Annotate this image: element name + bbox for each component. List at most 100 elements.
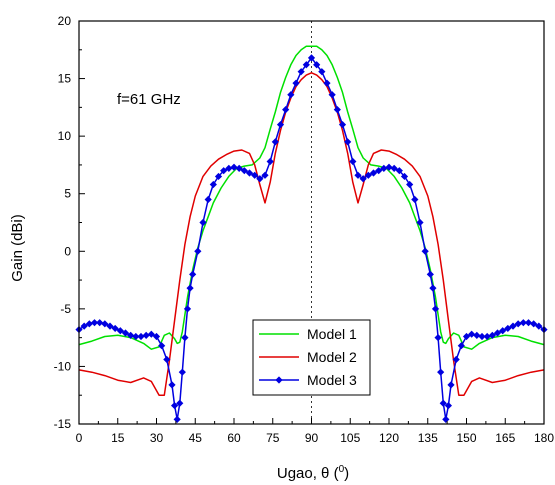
x-tick-label: 90 <box>305 431 319 445</box>
series-3-point <box>90 319 99 327</box>
series-3-point <box>478 332 486 341</box>
y-tick-label: 15 <box>58 72 72 86</box>
x-tick-label: 0 <box>76 431 83 445</box>
y-axis-label: Gain (dBi) <box>9 214 26 282</box>
series-3-point <box>338 121 347 129</box>
x-axis-label-end: ) <box>344 465 349 482</box>
y-tick-label: 0 <box>64 244 71 258</box>
x-tick-label: 105 <box>340 431 360 445</box>
series-3-point <box>116 327 124 335</box>
x-tick-label: 15 <box>111 431 125 445</box>
series-3-point <box>183 305 192 313</box>
series-3-point <box>158 342 166 350</box>
plot-content <box>75 21 548 424</box>
series-3-point <box>307 54 316 62</box>
series-3-point <box>452 355 460 364</box>
legend-label-1: Model 1 <box>307 326 357 342</box>
series-3-point <box>318 68 326 76</box>
series-3-point <box>266 157 274 166</box>
series-3-point <box>214 172 223 181</box>
series-3-point <box>375 167 383 175</box>
x-axis-label-superscript: 0 <box>339 464 345 475</box>
x-tick-label: 180 <box>534 431 554 445</box>
series-3-point <box>152 332 161 341</box>
series-3-point <box>121 329 130 337</box>
series-3-point <box>380 164 388 172</box>
frequency-annotation: f=61 GHz <box>117 91 181 108</box>
series-3-point <box>530 320 538 328</box>
series-3-point <box>524 319 533 327</box>
series-3-point <box>225 164 233 172</box>
series-3-point <box>416 218 424 227</box>
series-3-point <box>328 91 336 99</box>
series-3-point <box>220 167 228 175</box>
series-3-point <box>194 247 202 255</box>
series-3-point <box>137 332 145 341</box>
series-3-point <box>111 324 119 333</box>
legend-marker-3 <box>275 376 283 384</box>
x-tick-label: 60 <box>227 431 241 445</box>
series-3-point <box>132 332 140 341</box>
series-3-point <box>178 368 186 376</box>
series-3-point <box>163 355 171 364</box>
series-3-point <box>189 270 197 278</box>
series-3-point <box>251 171 259 179</box>
y-tick-label: -15 <box>54 417 72 431</box>
series-3-point <box>204 195 212 204</box>
series-3-point <box>170 401 179 410</box>
series-3-point <box>411 195 419 204</box>
series-3-point <box>344 138 352 146</box>
plot-frame <box>78 20 545 425</box>
series-3-point <box>421 247 429 255</box>
axis-ticks: 0 15 30 45 60 75 90 105 120 135 150 165 180-15-10-50… <box>54 14 555 445</box>
series-3-point <box>473 331 481 339</box>
series-3-point <box>493 329 502 337</box>
series-3-point <box>468 330 476 338</box>
series-3-point <box>434 334 442 342</box>
series-3-point <box>385 163 393 171</box>
series-3-point <box>96 319 104 327</box>
series-3-point <box>101 320 109 328</box>
y-tick-label: 20 <box>58 14 72 28</box>
series-3-point <box>444 401 453 410</box>
series-3-point <box>442 415 450 423</box>
series-3-point <box>276 121 285 129</box>
series-3-point <box>519 319 527 327</box>
series-3-point <box>292 79 300 87</box>
series-3-point <box>462 332 471 341</box>
series-3-point <box>488 331 496 339</box>
x-tick-label: 30 <box>150 431 164 445</box>
y-tick-label: 5 <box>64 187 71 201</box>
x-tick-label: 150 <box>456 431 476 445</box>
series-3-point <box>439 399 447 407</box>
series-3-point <box>245 169 254 177</box>
series-3-point <box>426 270 434 278</box>
series-3-point <box>85 320 93 328</box>
series-3-point <box>181 334 189 342</box>
series-3-point <box>431 305 440 313</box>
series-3-point <box>287 91 295 99</box>
series-3-point <box>176 399 184 407</box>
legend: Model 1 Model 2 Model 3 <box>252 319 371 396</box>
x-tick-label: 45 <box>189 431 203 445</box>
series-3-point <box>235 164 243 172</box>
series-3-point <box>457 342 465 350</box>
series-3-point <box>369 169 378 177</box>
series-3-point <box>199 218 207 227</box>
series-3-point <box>168 381 176 389</box>
series-3-point <box>302 61 310 69</box>
x-axis-label: Ugao, θ (0) <box>277 464 349 482</box>
series-3-point <box>504 324 512 333</box>
series-3-point <box>364 171 372 179</box>
y-tick-label: -10 <box>54 359 72 373</box>
series-3-point <box>390 164 398 172</box>
series-3-point <box>271 138 279 146</box>
series-3-point <box>406 180 414 189</box>
series-3-point <box>313 61 321 69</box>
series-3-point <box>535 322 543 330</box>
series-3-point <box>147 330 155 338</box>
x-tick-label: 120 <box>379 431 399 445</box>
series-3-point <box>483 332 491 341</box>
series-3-point <box>447 381 455 389</box>
series-3-point <box>400 172 409 181</box>
